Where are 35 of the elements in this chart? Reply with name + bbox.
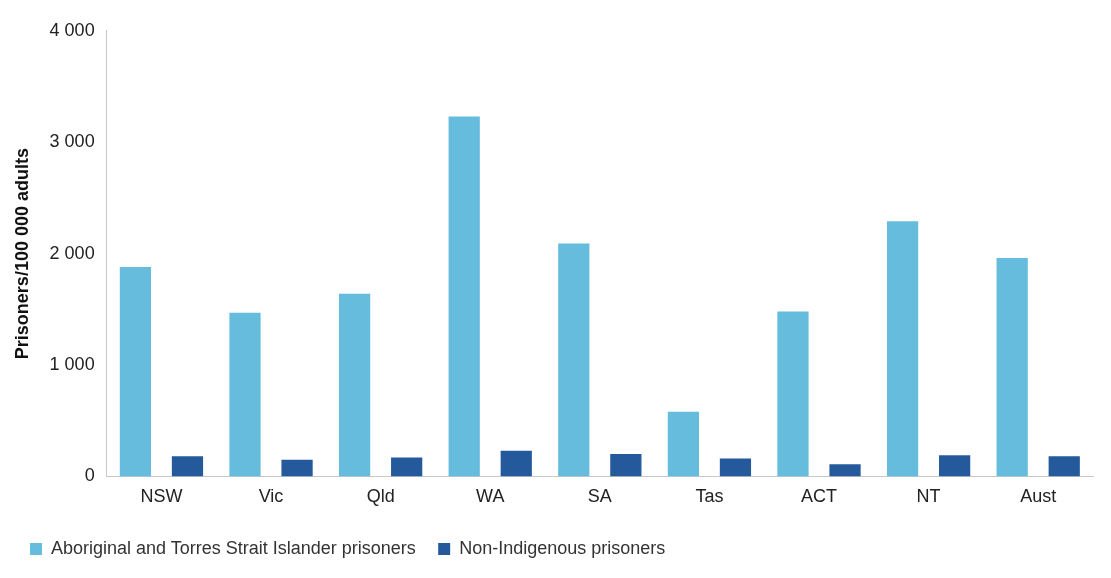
bar <box>939 455 971 477</box>
bar <box>338 293 371 477</box>
bar <box>281 459 313 477</box>
bar <box>719 458 752 477</box>
bar <box>229 312 261 477</box>
bar <box>1048 456 1080 477</box>
bar <box>829 464 861 477</box>
y-tick-label: 3 000 <box>49 131 95 152</box>
bar <box>119 266 152 477</box>
bar <box>448 116 480 477</box>
bar <box>667 411 700 477</box>
x-tick-label: SA <box>587 486 612 507</box>
y-tick-label: 1 000 <box>49 353 95 374</box>
bar <box>610 454 642 477</box>
bar <box>777 311 809 477</box>
bar <box>886 221 919 477</box>
x-tick-label: Qld <box>366 486 395 507</box>
bar <box>558 243 590 477</box>
x-tick-label: WA <box>476 486 505 507</box>
y-tick-label: 0 <box>84 465 95 486</box>
x-tick-label: Vic <box>258 486 284 507</box>
x-tick-label: Tas <box>695 486 724 507</box>
y-tick-label: 4 000 <box>49 19 95 40</box>
bar <box>171 456 204 477</box>
x-tick-label: ACT <box>801 486 838 507</box>
legend-label: Aboriginal and Torres Strait Islander prisoners <box>51 537 416 558</box>
bar <box>391 457 423 477</box>
legend-label: Non-Indigenous prisoners <box>459 537 666 558</box>
y-tick-label: 2 000 <box>49 242 95 263</box>
y-axis-title: Prisoners/100 000 adults <box>11 148 32 360</box>
x-tick-label: Aust <box>1020 486 1057 507</box>
x-tick-label: NSW <box>140 486 183 507</box>
x-tick-label: NT <box>916 486 941 507</box>
bar <box>996 258 1028 477</box>
bar <box>500 450 532 477</box>
